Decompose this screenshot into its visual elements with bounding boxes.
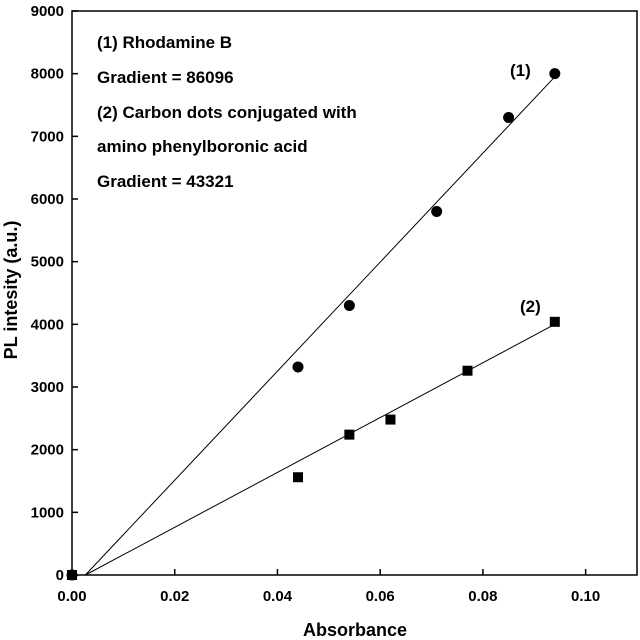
x-tick-label: 0.08	[468, 588, 497, 605]
markers	[66, 68, 561, 581]
fit-lines	[84, 76, 556, 576]
data-point-series-2	[344, 429, 355, 440]
fit-line-series-2	[85, 323, 556, 576]
y-tick-label: 4000	[31, 316, 64, 333]
y-axis-title: PL intesity (a.u.)	[1, 221, 21, 360]
y-tick-label: 0	[56, 567, 64, 584]
fit-line-series-1	[84, 76, 556, 576]
y-tick-label: 5000	[31, 254, 64, 271]
plot-frame	[71, 10, 638, 576]
data-point-series-2	[67, 570, 77, 580]
data-point-series-1	[549, 68, 561, 80]
y-tick-label: 8000	[31, 66, 64, 83]
series-1-label: (1)	[510, 61, 531, 80]
data-point-series-2	[385, 414, 396, 425]
series-2-label: (2)	[520, 297, 541, 316]
data-point-series-1	[292, 361, 304, 373]
x-tick-label: 0.06	[366, 588, 395, 605]
y-axis: 0 1000 2000 3000 4000 5000 6000 7000 8000 9000	[31, 3, 78, 584]
annotation-line-1: (1) Rhodamine B	[97, 33, 232, 52]
x-axis: 0.00 0.02 0.04 0.06 0.08 0.10	[57, 569, 600, 605]
data-point-series-1	[431, 206, 443, 218]
data-point-series-2	[549, 316, 560, 327]
data-point-series-2	[293, 472, 303, 483]
y-tick-label: 3000	[31, 379, 64, 396]
x-tick-label: 0.10	[571, 588, 600, 605]
y-tick-label: 6000	[31, 191, 64, 208]
annotation-line-2: Gradient = 86096	[97, 68, 234, 87]
annotation-line-4: amino phenylboronic acid	[97, 137, 308, 156]
y-tick-label: 9000	[31, 3, 64, 20]
annotation-block: (1) Rhodamine B Gradient = 86096 (2) Car…	[97, 33, 357, 191]
annotation-line-5: Gradient = 43321	[97, 172, 234, 191]
y-tick-label: 2000	[31, 442, 64, 459]
x-axis-title: Absorbance	[303, 620, 407, 640]
data-point-series-1	[343, 300, 355, 312]
data-point-series-1	[503, 112, 515, 124]
x-tick-label: 0.02	[160, 588, 189, 605]
x-tick-label: 0.04	[263, 588, 293, 605]
plot-area	[71, 10, 638, 576]
y-tick-label: 1000	[31, 504, 64, 521]
y-tick-label: 7000	[31, 128, 64, 145]
data-point-series-2	[462, 365, 473, 376]
x-tick-label: 0.00	[57, 588, 86, 605]
annotation-line-3: (2) Carbon dots conjugated with	[97, 103, 357, 122]
